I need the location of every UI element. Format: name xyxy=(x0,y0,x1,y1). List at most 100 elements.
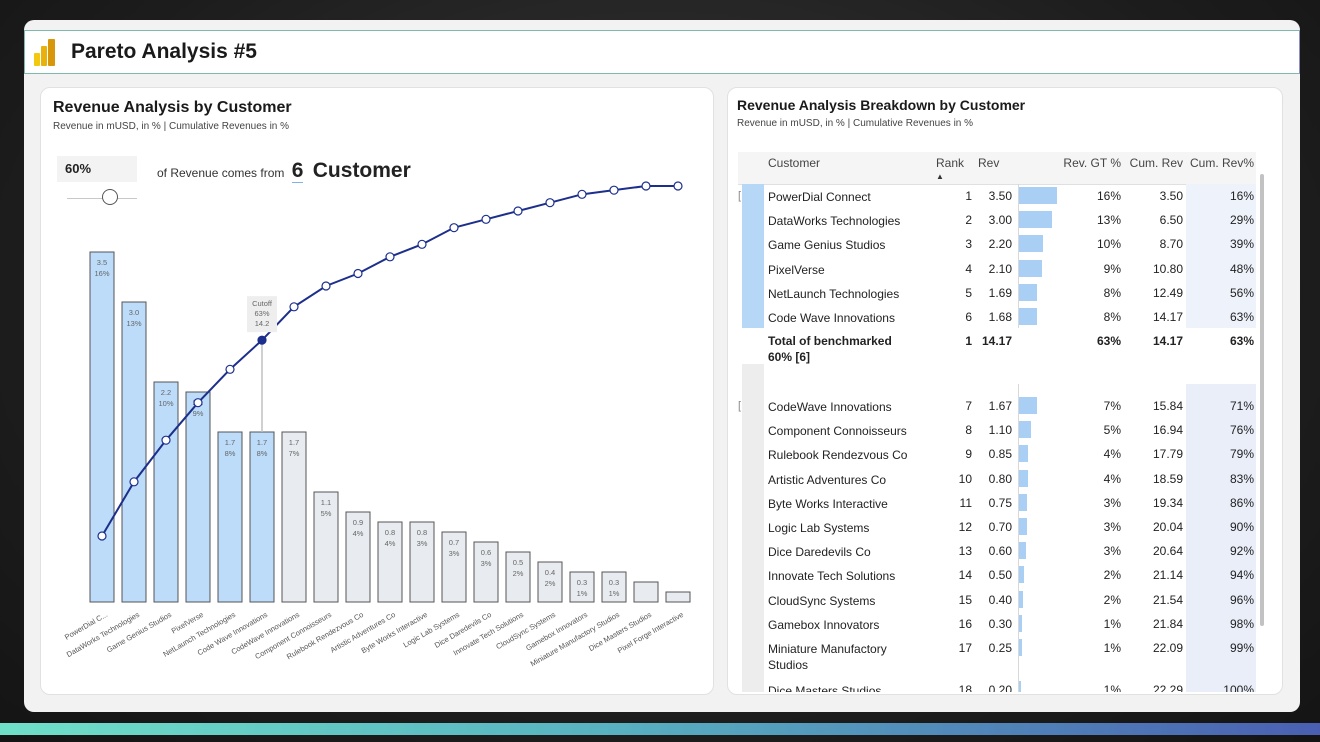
total-row: Total of benchmarked 60% [6] 1 14.17 63% 14.1… xyxy=(738,329,1256,369)
column-header-cum-rev[interactable]: Cum. Rev xyxy=(1129,156,1183,170)
cum-rev-cell: 22.09 xyxy=(1152,641,1183,655)
column-header-customer[interactable]: Customer xyxy=(768,156,821,170)
table-header: Customer Rank ▲ Rev Rev. GT % Cum. Rev C… xyxy=(738,152,1256,185)
rev-cell: 0.40 xyxy=(988,592,1012,607)
bar-pct-label: 8% xyxy=(225,449,236,458)
cum-rev-pct-cell: 48% xyxy=(1229,261,1254,276)
customer-cell: NetLaunch Technologies xyxy=(768,286,900,301)
rank-cell: 5 xyxy=(965,285,972,300)
rank-cell: 9 xyxy=(965,447,972,462)
table-row[interactable]: Rulebook Rendezvous Co 9 0.85 4% 17.79 79% xyxy=(738,442,1256,466)
bar-value-label: 3.5 xyxy=(97,258,107,267)
table-row[interactable]: Dice Masters Studios 18 0.20 1% 22.29 100% xyxy=(738,678,1256,692)
bar-pct-label: 10% xyxy=(158,399,173,408)
table-row[interactable]: NetLaunch Technologies 5 1.69 8% 12.49 56% xyxy=(738,281,1256,305)
column-header-rank[interactable]: Rank xyxy=(936,156,965,170)
rev-databar xyxy=(1019,518,1027,535)
table-row[interactable]: Innovate Tech Solutions 14 0.50 2% 21.14 94% xyxy=(738,563,1256,587)
rev-column-separator-bottom xyxy=(1018,384,1019,692)
rank-cell: 1 xyxy=(965,189,972,203)
bar xyxy=(345,511,371,603)
rev-gt-cell: 1% xyxy=(1103,641,1121,655)
bar-pct-label: 3% xyxy=(481,559,492,568)
report-frame: Pareto Analysis #5 Revenue Analysis by C… xyxy=(24,20,1300,712)
customer-cell: PixelVerse xyxy=(768,262,825,277)
cum-rev-pct-cell: 96% xyxy=(1229,592,1254,607)
cum-rev-pct-cell: 16% xyxy=(1229,189,1254,203)
bar-pct-label: 8% xyxy=(257,449,268,458)
cumulative-point xyxy=(673,181,683,191)
bar-pct-label: 1% xyxy=(609,589,620,598)
rev-cell: 0.60 xyxy=(988,544,1012,559)
rev-cell: 3.50 xyxy=(988,189,1012,203)
cum-rev-cell: 8.70 xyxy=(1159,237,1183,252)
rank-cell: 6 xyxy=(965,310,972,324)
cutoff-slider-handle[interactable] xyxy=(102,189,118,205)
category-tick-label: Logic Lab Systems xyxy=(402,610,462,650)
column-header-cum-rev-pct[interactable]: Cum. Rev% xyxy=(1189,156,1254,170)
table-row[interactable]: Gamebox Innovators 16 0.30 1% 21.84 98% xyxy=(738,612,1256,636)
cum-rev-pct-cell: 98% xyxy=(1229,616,1254,631)
row-expand-icon: [ xyxy=(738,400,742,412)
rev-gt-cell: 4% xyxy=(1103,447,1121,462)
cutoff-slider-value[interactable]: 60% xyxy=(57,156,137,182)
table-row[interactable]: CodeWave Innovations 7 1.67 7% 15.84 71% xyxy=(738,394,1256,418)
bar-value-label: 0.3 xyxy=(609,578,619,587)
table-row[interactable]: Component Connoisseurs 8 1.10 5% 16.94 76% xyxy=(738,418,1256,442)
rev-cell: 0.50 xyxy=(988,568,1012,583)
rev-databar xyxy=(1019,211,1052,229)
rev-databar xyxy=(1019,235,1043,253)
rev-gt-cell: 4% xyxy=(1103,471,1121,486)
customer-cell: CodeWave Innovations xyxy=(768,400,892,414)
rev-gt-cell: 7% xyxy=(1103,399,1121,413)
bar-value-label: 0.8 xyxy=(385,528,395,537)
table-row[interactable]: CloudSync Systems 15 0.40 2% 21.54 96% xyxy=(738,588,1256,612)
table-row[interactable]: Byte Works Interactive 11 0.75 3% 19.34 86% xyxy=(738,491,1256,515)
table-row[interactable]: Artistic Adventures Co 10 0.80 4% 18.59 83% xyxy=(738,467,1256,491)
bar xyxy=(569,571,595,603)
table-subtitle: Revenue in mUSD, in % | Cumulative Reven… xyxy=(737,118,974,129)
bar-value-label: 0.6 xyxy=(481,548,491,557)
customer-cell: Dice Masters Studios xyxy=(768,684,882,692)
rev-cell: 1.69 xyxy=(988,285,1012,300)
table-scrollbar[interactable] xyxy=(1260,174,1264,626)
rank-cell: 8 xyxy=(965,423,972,438)
chart-title: Revenue Analysis by Customer xyxy=(53,99,292,116)
cum-rev-pct-cell: 56% xyxy=(1229,285,1254,300)
table-row[interactable]: DataWorks Technologies 2 3.00 13% 6.50 29% xyxy=(738,208,1256,232)
total-rev-cell: 14.17 xyxy=(981,334,1012,349)
table-row[interactable]: PixelVerse 4 2.10 9% 10.80 48% xyxy=(738,257,1256,281)
rev-cell: 0.80 xyxy=(988,471,1012,486)
cum-rev-cell: 14.17 xyxy=(1152,310,1183,324)
rev-cell: 0.85 xyxy=(988,447,1012,462)
cum-rev-pct-cell: 86% xyxy=(1229,495,1254,510)
rev-cell: 3.00 xyxy=(988,213,1012,228)
cumulative-point xyxy=(193,398,203,408)
rev-databar xyxy=(1019,566,1025,584)
cumulative-point xyxy=(513,206,523,216)
column-header-rev[interactable]: Rev xyxy=(978,156,1000,170)
table-row[interactable]: Miniature Manufactory Studios 17 0.25 1% 22.… xyxy=(738,636,1256,676)
customer-cell: Innovate Tech Solutions xyxy=(768,569,896,584)
column-header-rev-gt[interactable]: Rev. GT % xyxy=(1063,156,1121,170)
cum-rev-pct-cell: 39% xyxy=(1229,237,1254,252)
cum-rev-cell: 16.94 xyxy=(1152,423,1183,438)
bar-pct-label: 13% xyxy=(126,319,141,328)
rank-cell: 4 xyxy=(965,261,972,276)
table-row[interactable]: Logic Lab Systems 12 0.70 3% 20.04 90% xyxy=(738,515,1256,539)
rev-databar xyxy=(1019,469,1028,487)
breakdown-table[interactable]: Customer Rank ▲ Rev Rev. GT % Cum. Rev C… xyxy=(738,152,1270,692)
rank-cell: 11 xyxy=(959,495,972,510)
sort-ascending-icon: ▲ xyxy=(936,172,944,181)
table-row[interactable]: Code Wave Innovations 6 1.68 8% 14.17 63% xyxy=(738,305,1256,329)
table-row[interactable]: Dice Daredevils Co 13 0.60 3% 20.64 92% xyxy=(738,539,1256,563)
cum-rev-pct-cell: 100% xyxy=(1223,683,1254,692)
cum-rev-pct-cell: 94% xyxy=(1229,568,1254,583)
table-row[interactable]: Game Genius Studios 3 2.20 10% 8.70 39% xyxy=(738,232,1256,256)
rev-gt-cell: 2% xyxy=(1103,592,1121,607)
rev-gt-cell: 2% xyxy=(1103,568,1121,583)
table-row[interactable]: PowerDial Connect 1 3.50 16% 3.50 16% xyxy=(738,184,1256,208)
cum-rev-pct-cell: 71% xyxy=(1229,399,1254,413)
bar-pct-label: 4% xyxy=(385,539,396,548)
cum-rev-pct-cell: 83% xyxy=(1229,471,1254,486)
